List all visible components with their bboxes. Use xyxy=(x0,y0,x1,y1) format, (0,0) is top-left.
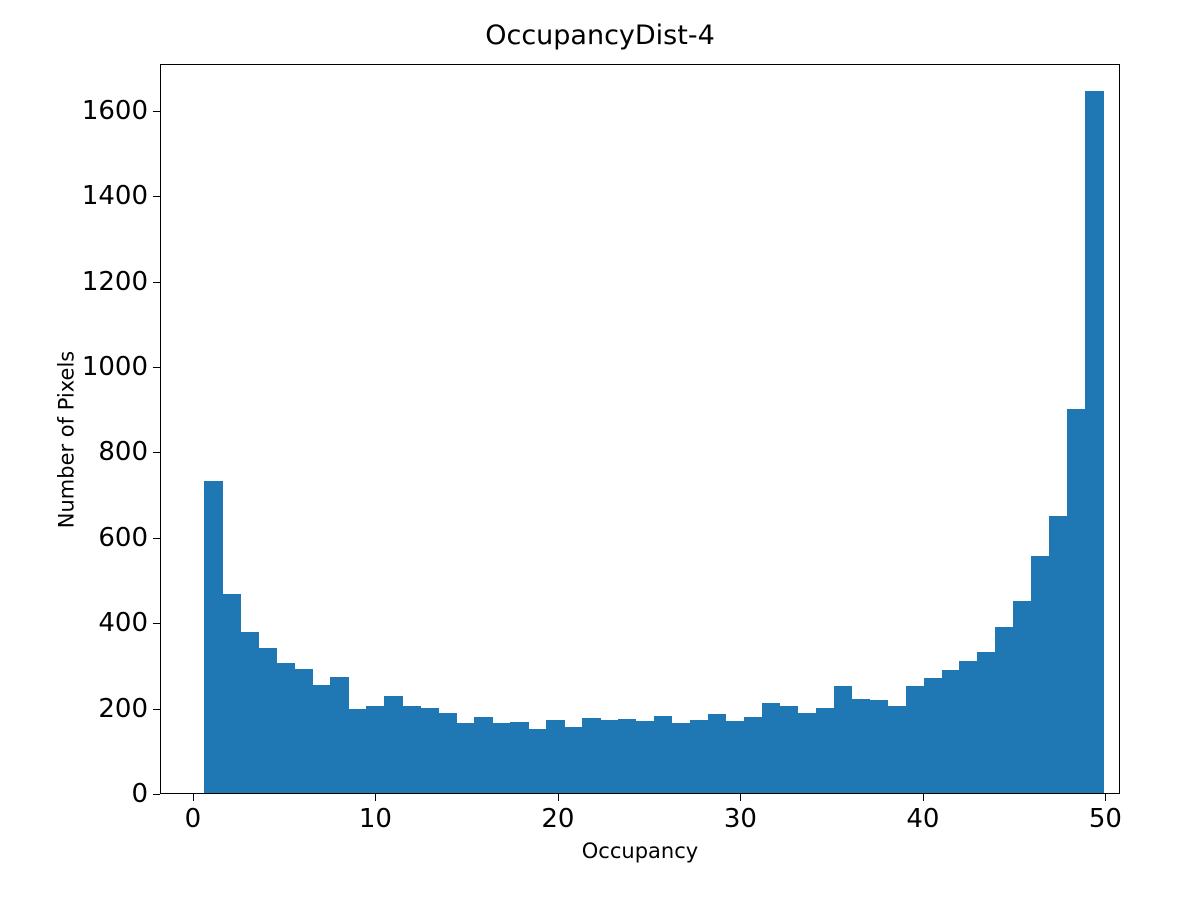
histogram-bar xyxy=(402,706,421,793)
x-tick-label: 40 xyxy=(906,804,940,834)
y-tick-mark xyxy=(153,452,160,454)
y-tick-label: 200 xyxy=(98,693,148,724)
x-tick-mark xyxy=(375,794,377,801)
histogram-bar xyxy=(725,721,745,793)
y-tick-mark xyxy=(153,196,160,198)
histogram-bar xyxy=(851,699,871,793)
y-tick-label: 1200 xyxy=(81,266,148,297)
histogram-bar xyxy=(833,686,853,793)
histogram-bar xyxy=(294,669,313,793)
histogram-bar xyxy=(995,626,1014,793)
histogram-bar xyxy=(258,647,277,793)
x-tick-label: 30 xyxy=(723,804,757,834)
histogram-bar xyxy=(456,722,475,793)
x-tick-label: 20 xyxy=(541,804,575,834)
x-tick-mark xyxy=(192,794,194,801)
histogram-bar xyxy=(653,716,673,793)
y-tick-mark xyxy=(153,110,160,112)
histogram-bar xyxy=(546,720,565,793)
x-tick-mark xyxy=(1105,794,1107,801)
histogram-bar xyxy=(1031,556,1050,793)
histogram-bar xyxy=(1085,90,1104,793)
histogram-bar xyxy=(815,707,835,793)
y-tick-label: 1400 xyxy=(81,181,148,212)
histogram-bar xyxy=(330,676,349,793)
histogram-bar xyxy=(438,712,457,793)
x-tick-mark xyxy=(922,794,924,801)
histogram-bar xyxy=(923,677,943,793)
histogram-bar xyxy=(599,719,619,793)
histogram-bar xyxy=(474,717,493,793)
histogram-bar xyxy=(869,699,889,793)
y-tick-label: 400 xyxy=(98,608,148,639)
y-tick-label: 0 xyxy=(131,779,148,809)
y-tick-label: 1000 xyxy=(81,352,148,383)
y-tick-mark xyxy=(153,794,160,795)
histogram-bar xyxy=(905,686,925,793)
y-tick-mark xyxy=(153,281,160,283)
histogram-bar xyxy=(384,695,403,793)
histogram-bar xyxy=(222,593,241,793)
y-tick-label: 1600 xyxy=(81,95,148,126)
histogram-bar xyxy=(1067,408,1086,793)
x-tick-mark xyxy=(740,794,742,801)
histogram-bars xyxy=(161,65,1119,793)
histogram-bar xyxy=(563,726,583,793)
histogram-bar xyxy=(797,712,817,793)
y-tick-mark xyxy=(153,537,160,539)
x-tick-label: 10 xyxy=(358,804,392,834)
histogram-bar xyxy=(779,706,799,793)
y-tick-label: 800 xyxy=(98,437,148,468)
histogram-bar xyxy=(276,662,295,793)
histogram-bar xyxy=(635,721,655,793)
y-tick-mark xyxy=(153,367,160,369)
histogram-bar xyxy=(528,728,547,793)
histogram-bar xyxy=(761,703,781,793)
histogram-bar xyxy=(312,685,331,793)
histogram-bar xyxy=(617,719,637,793)
y-tick-mark xyxy=(153,623,160,625)
histogram-bar xyxy=(959,660,979,793)
histogram-bar xyxy=(1013,600,1032,793)
histogram-bar xyxy=(1049,515,1068,793)
y-tick-label: 600 xyxy=(98,522,148,553)
histogram-bar xyxy=(887,705,907,793)
histogram-bar xyxy=(420,707,439,793)
histogram-bar xyxy=(204,481,223,793)
histogram-bar xyxy=(743,717,763,793)
x-tick-mark xyxy=(557,794,559,801)
x-tick-label: 0 xyxy=(184,804,202,834)
histogram-bar xyxy=(366,705,385,793)
histogram-bar xyxy=(240,631,259,793)
histogram-bar xyxy=(671,723,691,793)
page-title: OccupancyDist-4 xyxy=(485,20,715,51)
y-tick-mark xyxy=(153,708,160,710)
histogram-bar xyxy=(510,721,529,793)
plot-area xyxy=(160,64,1120,794)
histogram-bar xyxy=(581,718,601,793)
histogram-bar xyxy=(492,723,511,793)
histogram-bar xyxy=(707,714,727,793)
x-tick-label: 50 xyxy=(1088,804,1122,834)
histogram-bar xyxy=(941,670,961,793)
histogram-bar xyxy=(689,719,709,793)
histogram-bar xyxy=(348,708,367,793)
y-axis-label: Number of Pixels xyxy=(54,350,79,529)
x-axis-label: Occupancy xyxy=(581,839,699,863)
histogram-bar xyxy=(977,652,997,793)
